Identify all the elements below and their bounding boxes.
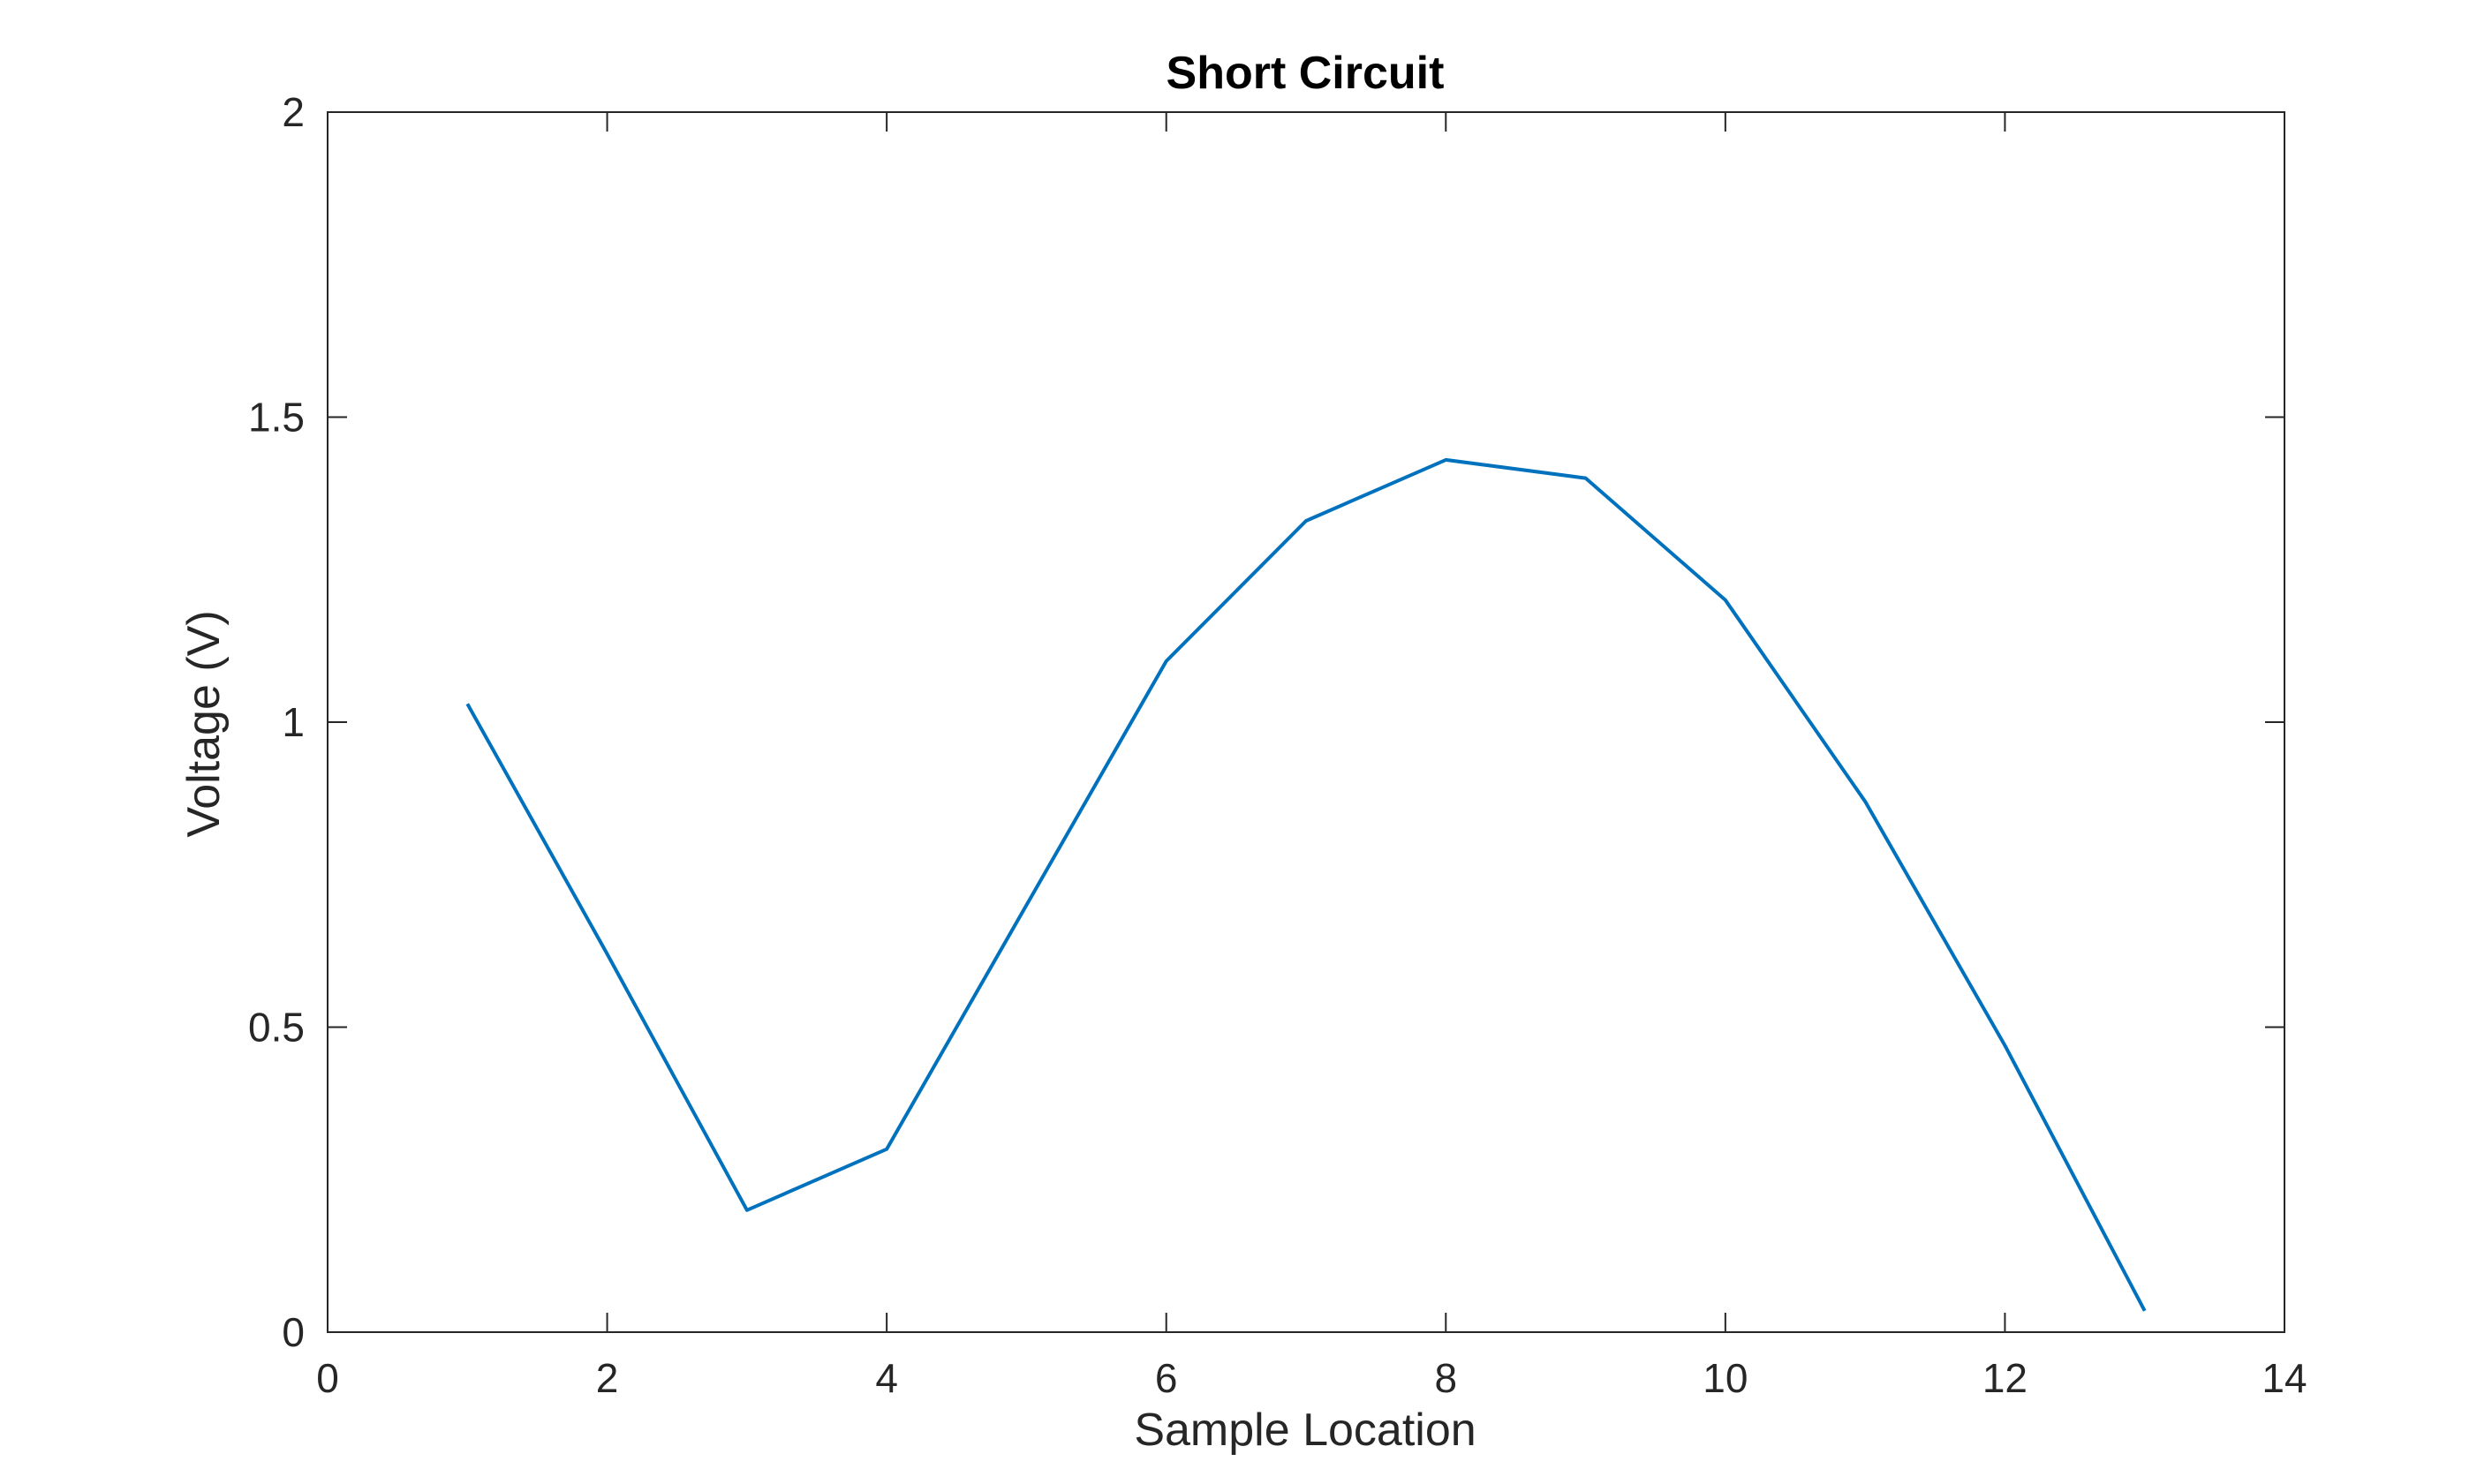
x-tick-label: 14 [2262,1355,2307,1401]
x-axis-label: Sample Location [1134,1405,1476,1456]
axes-box [327,111,2285,1333]
x-tick-label: 6 [1155,1355,1178,1401]
x-tick-label: 8 [1434,1355,1457,1401]
x-tick-label: 2 [596,1355,619,1401]
x-tick-label: 12 [1982,1355,2028,1401]
y-tick-label: 1.5 [248,395,305,441]
x-tick-label: 10 [1703,1355,1748,1401]
x-tick-label: 0 [316,1355,339,1401]
series-line [465,457,2147,1312]
plot-area: 0 2 4 6 8 10 12 14 0 0.5 1 1.5 2 [248,89,2307,1401]
chart-title: Short Circuit [1167,48,1445,99]
y-axis-label: Voltage (V) [178,610,230,837]
y-tick-label: 0.5 [248,1005,305,1051]
y-tick-label: 2 [282,89,305,135]
x-tick-label: 4 [875,1355,898,1401]
y-tick-label: 0 [282,1309,305,1355]
y-tick-label: 1 [282,699,305,745]
